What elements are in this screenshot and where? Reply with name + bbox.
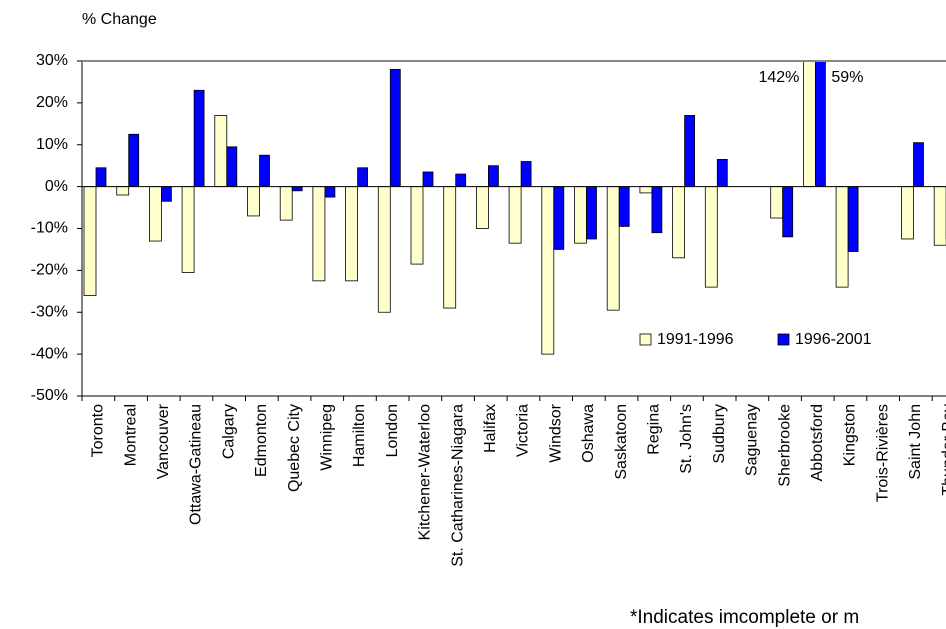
y-tick-label: -50% bbox=[31, 387, 68, 404]
y-axis-title: % Change bbox=[82, 11, 157, 28]
x-tick-label: Vancouver bbox=[155, 403, 172, 479]
bar bbox=[815, 61, 826, 188]
bar bbox=[95, 167, 107, 188]
bar bbox=[901, 186, 914, 240]
bar bbox=[574, 186, 587, 244]
y-tick-label: 30% bbox=[36, 52, 68, 69]
bar bbox=[835, 186, 849, 288]
x-tick-label: Hamilton bbox=[351, 404, 368, 467]
x-tick-label: Thunder Bay bbox=[940, 404, 946, 496]
y-tick-label: -20% bbox=[31, 262, 68, 279]
x-tick-label: Abbotsford bbox=[809, 404, 826, 481]
bar bbox=[651, 186, 663, 234]
x-tick-label: Saint John bbox=[907, 404, 924, 480]
bar bbox=[684, 115, 695, 188]
x-tick-label: Kitchener-Waterloo bbox=[417, 404, 434, 540]
bar bbox=[455, 173, 467, 188]
bar bbox=[345, 186, 359, 282]
bar bbox=[410, 186, 424, 265]
x-tick-label: Halifax bbox=[482, 404, 499, 453]
x-tick-label: Winnipeg bbox=[318, 404, 335, 471]
bar bbox=[475, 186, 489, 229]
y-tick-label: -30% bbox=[31, 303, 68, 320]
bar bbox=[226, 146, 238, 188]
bar bbox=[803, 61, 816, 188]
x-tick-label: St. Catharines-Niagara bbox=[449, 404, 466, 567]
bar bbox=[672, 186, 685, 259]
bar bbox=[913, 142, 924, 188]
bar bbox=[541, 186, 555, 355]
y-tick-label: 10% bbox=[36, 136, 68, 153]
bar bbox=[312, 186, 326, 282]
bar bbox=[181, 186, 195, 273]
x-tick-label: Windsor bbox=[547, 403, 564, 462]
bar bbox=[933, 186, 946, 246]
bar bbox=[279, 186, 293, 221]
legend-label: 1991-1996 bbox=[657, 331, 734, 348]
legend-label: 1996-2001 bbox=[795, 331, 872, 348]
bar bbox=[606, 186, 620, 311]
bar bbox=[782, 186, 794, 238]
bar bbox=[443, 186, 457, 309]
bar bbox=[247, 186, 260, 217]
plot-area bbox=[83, 61, 946, 355]
x-tick-label: St. John's bbox=[678, 404, 695, 474]
x-tick-label: Sudbury bbox=[711, 404, 728, 464]
data-label: 142% bbox=[758, 69, 799, 86]
bar bbox=[639, 186, 653, 194]
legend-swatch bbox=[639, 333, 652, 346]
y-tick-label: -40% bbox=[31, 345, 68, 362]
bar bbox=[148, 186, 162, 242]
footnote: *Indicates imcomplete or m bbox=[630, 607, 859, 628]
x-tick-label: Kingston bbox=[842, 404, 859, 466]
bar bbox=[389, 68, 401, 188]
bar bbox=[847, 186, 859, 252]
x-tick-label: Saskatoon bbox=[613, 404, 630, 480]
x-tick-label: Ottawa-Gatineau bbox=[188, 404, 205, 525]
bar bbox=[704, 186, 718, 288]
x-tick-label: Oshawa bbox=[580, 404, 597, 463]
bar bbox=[291, 186, 303, 192]
y-tick-label: 0% bbox=[45, 178, 68, 195]
x-tick-label: Saguenay bbox=[744, 404, 761, 476]
x-tick-label: Quebec City bbox=[286, 404, 303, 492]
x-tick-label: Montreal bbox=[122, 404, 139, 466]
legend-swatch bbox=[777, 333, 790, 346]
y-tick-label: -10% bbox=[31, 220, 68, 237]
x-tick-label: Toronto bbox=[90, 404, 107, 457]
bar bbox=[553, 186, 565, 250]
bar bbox=[160, 186, 172, 202]
bar bbox=[716, 159, 728, 188]
bar bbox=[83, 186, 97, 296]
bar bbox=[508, 186, 522, 244]
bar bbox=[259, 154, 270, 188]
x-tick-label: Victoria bbox=[515, 404, 532, 457]
bar bbox=[128, 133, 140, 188]
x-tick-label: Regina bbox=[645, 404, 662, 455]
bar bbox=[618, 186, 630, 227]
bar bbox=[193, 89, 205, 188]
x-tick-label: Edmonton bbox=[253, 404, 270, 477]
bar bbox=[214, 115, 228, 188]
bar bbox=[377, 186, 391, 313]
x-tick-label: Calgary bbox=[220, 404, 237, 459]
bar bbox=[116, 186, 130, 196]
bar bbox=[770, 186, 784, 219]
x-tick-label: London bbox=[384, 404, 401, 457]
data-label: 59% bbox=[831, 69, 863, 86]
bar bbox=[422, 171, 434, 188]
bar bbox=[520, 161, 532, 188]
x-tick-label: Trois-Rivières bbox=[874, 404, 891, 502]
bar bbox=[357, 167, 369, 188]
y-tick-label: 20% bbox=[36, 94, 68, 111]
x-tick-label: Sherbrooke bbox=[776, 404, 793, 487]
bar bbox=[487, 165, 499, 188]
bar bbox=[586, 186, 597, 240]
bar bbox=[324, 186, 336, 198]
